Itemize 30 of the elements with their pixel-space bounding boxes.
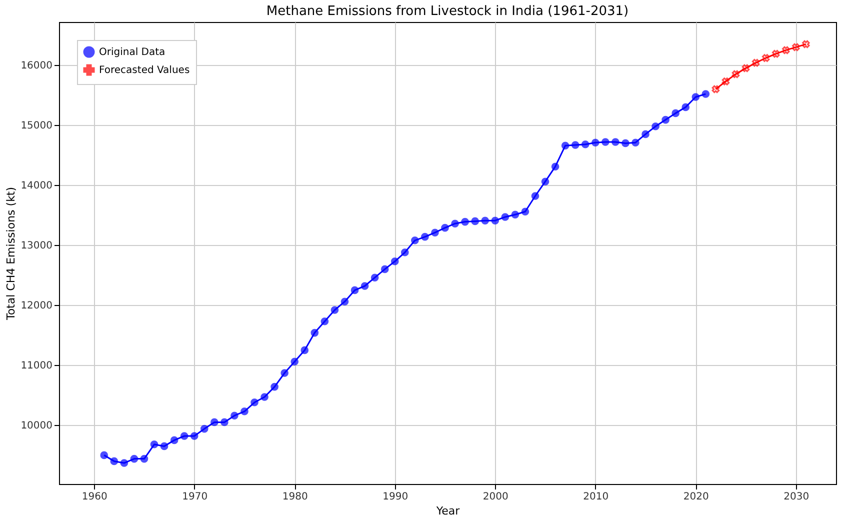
x-axis-title: Year [435,504,460,518]
y-tick-label: 11000 [20,360,52,372]
chart-title: Methane Emissions from Livestock in India (1961-2031) [266,4,629,19]
y-tick-label: 12000 [20,300,52,312]
y-axis-title: Total CH4 Emissions (kt) [4,186,18,322]
x-tick-label: 2000 [482,492,508,502]
y-tick-label: 13000 [20,240,52,252]
y-tick-label: 10000 [20,420,52,432]
point [722,78,730,86]
legend-label: Original Data [99,47,166,58]
point [802,40,810,48]
x-tick-label: 1970 [182,492,208,502]
x-tick-label: 1960 [82,492,108,502]
point [742,64,750,72]
x-tick-label: 2010 [583,492,609,502]
point [792,43,800,52]
x-tick-label: 1990 [382,492,408,502]
x-tick-label: 2030 [784,492,810,502]
point [752,58,760,67]
y-tick-label: 16000 [20,60,52,72]
legend-label: Forecasted Values [99,65,190,76]
y-tick-label: 15000 [20,120,52,132]
y-tick-label: 14000 [20,180,52,192]
point [732,70,740,78]
point [762,54,770,62]
x-tick-label: 1980 [282,492,308,502]
point [772,50,780,58]
point [782,46,790,54]
point [712,85,720,94]
x-tick-label: 2020 [683,492,709,502]
